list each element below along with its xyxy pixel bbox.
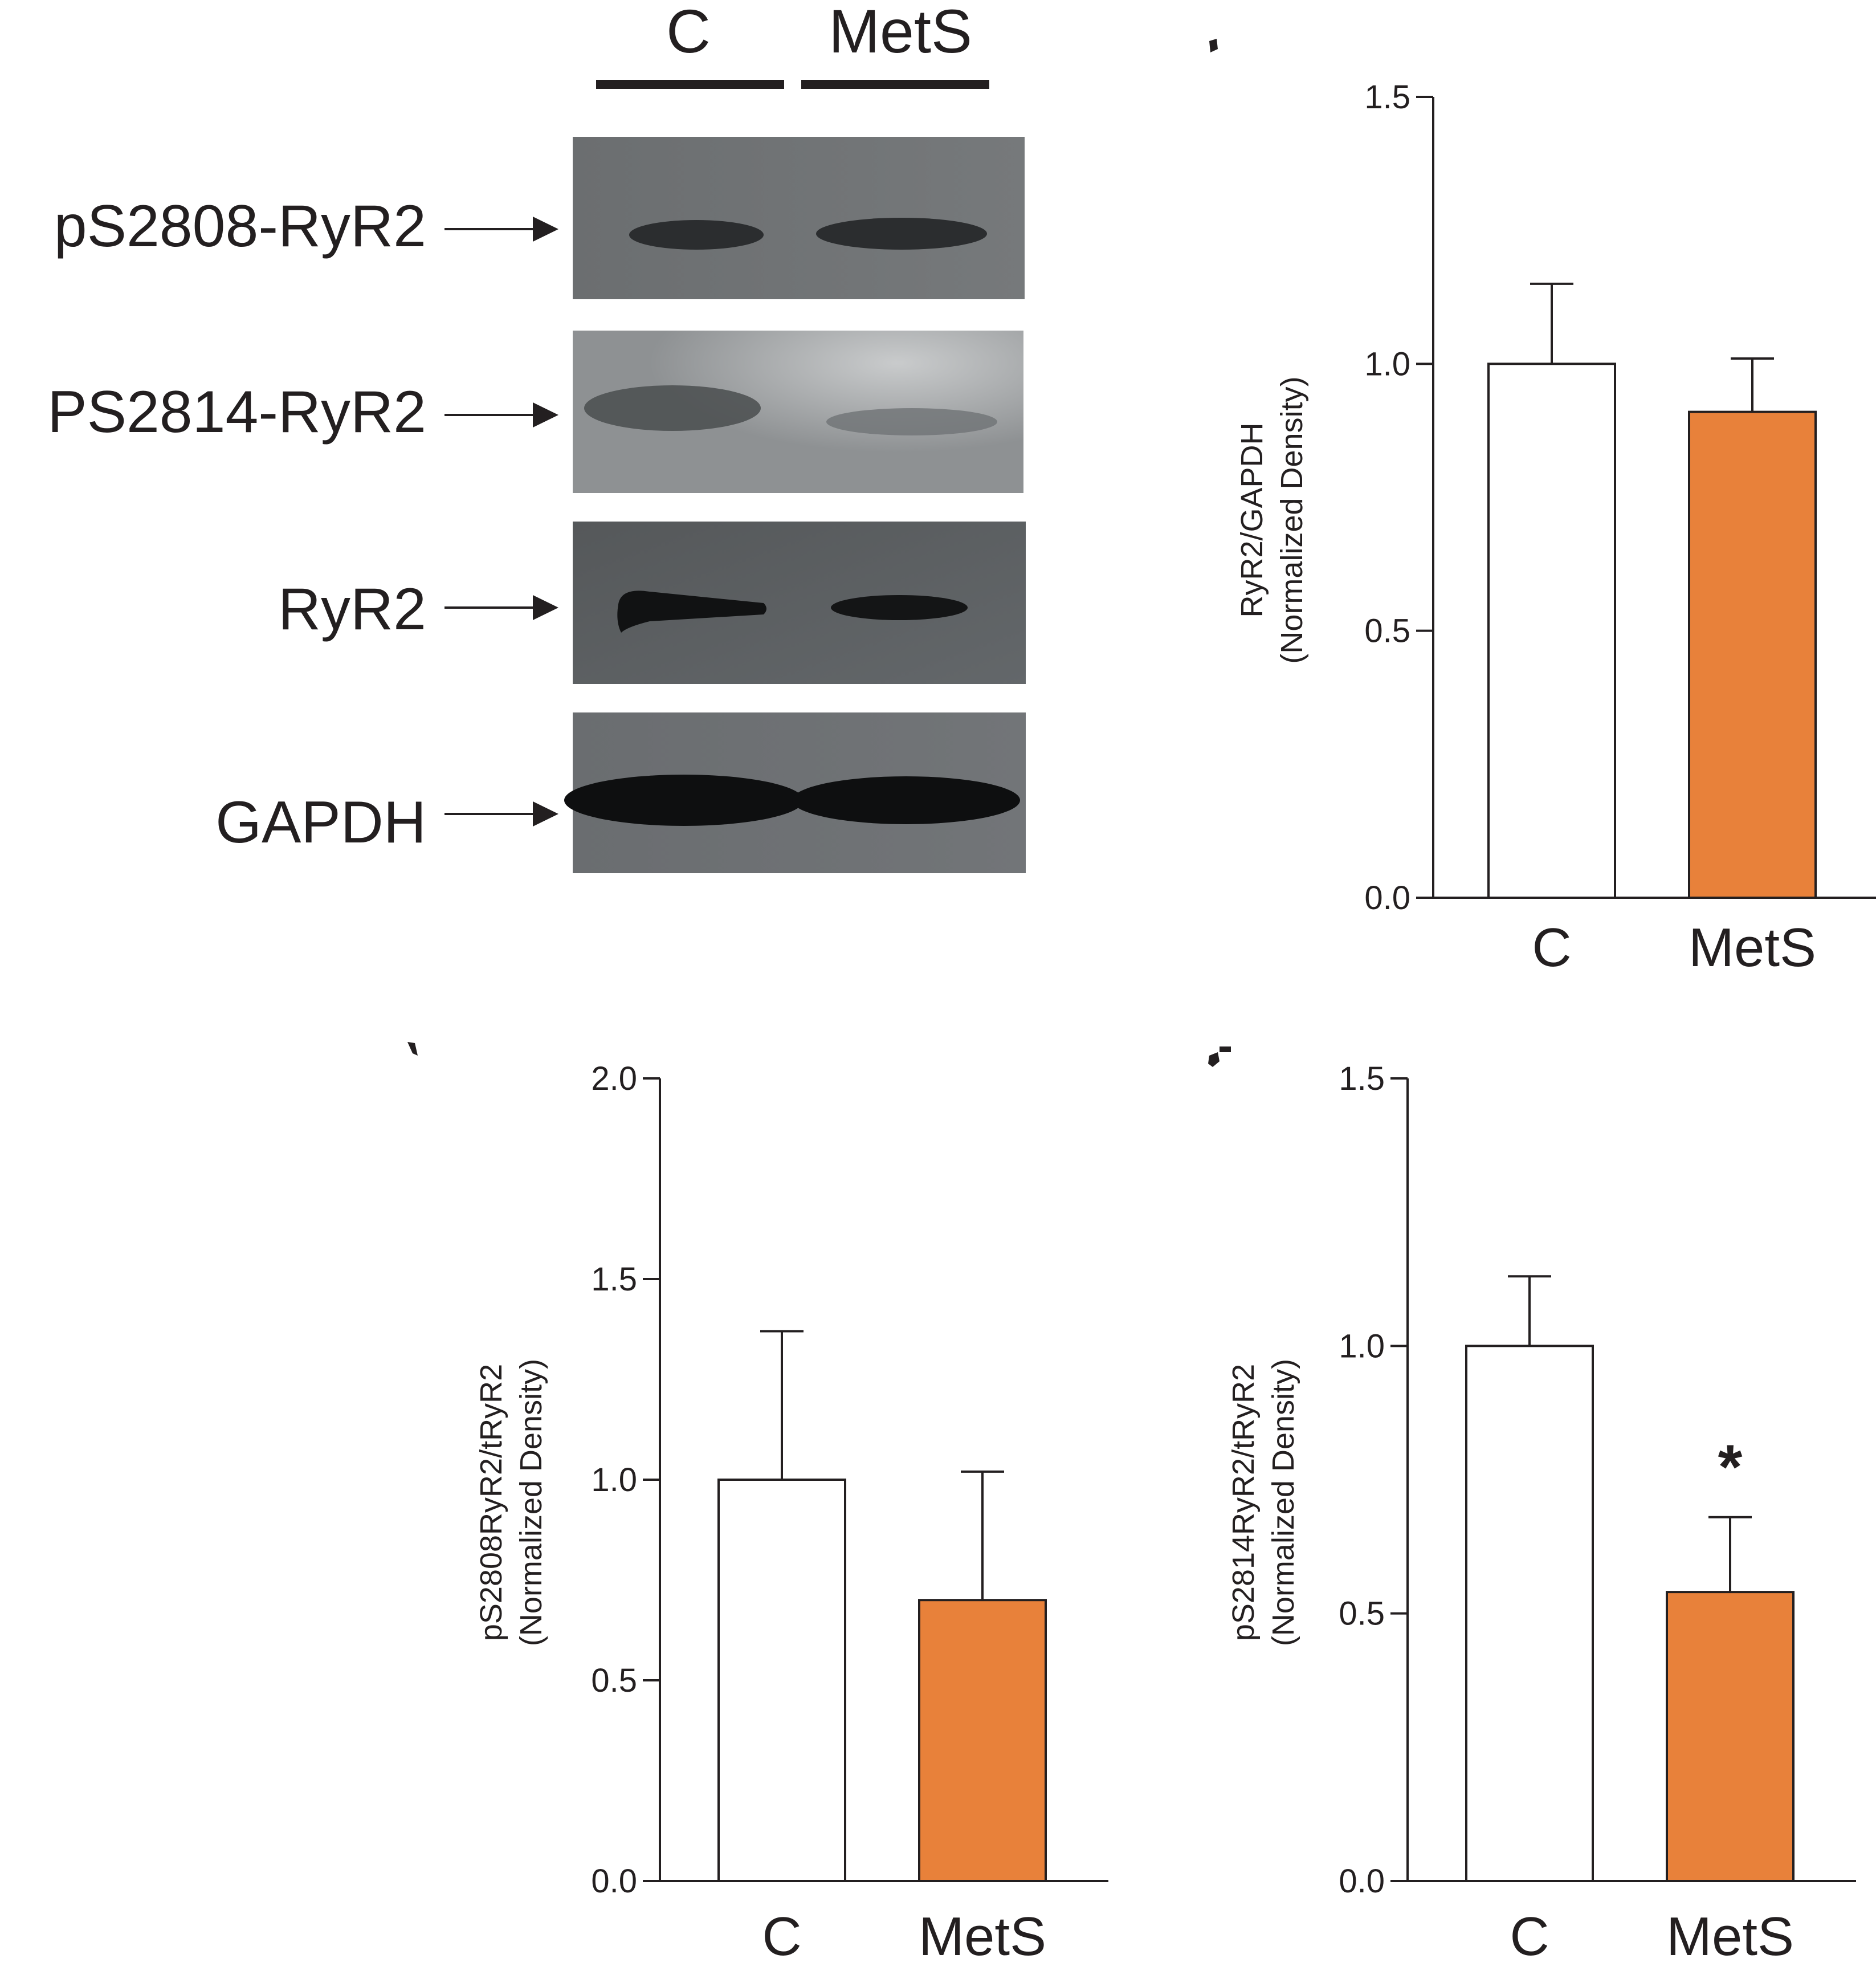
bar-mets	[1688, 410, 1817, 899]
lane-label-mets: MetS	[829, 0, 972, 66]
category-label: C	[1510, 1906, 1549, 1967]
lane-label-c: C	[666, 0, 711, 66]
blot-strip-ps2808	[573, 137, 1025, 299]
panel-mark	[1208, 1052, 1220, 1067]
y-axis-label: RyR2/GAPDH	[1235, 422, 1269, 617]
y-tick-label: 0.5	[591, 1662, 637, 1699]
y-axis-label: (Normalized Density)	[1266, 1359, 1300, 1646]
category-label: C	[1532, 917, 1571, 978]
blot-band-gapdh-c	[564, 775, 804, 826]
blot-row-label-gapdh: GAPDH	[215, 789, 426, 856]
bar-c	[1465, 1345, 1594, 1882]
panel-mark	[1209, 39, 1218, 52]
blot-band-ps2814-c	[584, 385, 761, 431]
y-axis-label: pS2808RyR2/tRyR2	[474, 1364, 508, 1641]
category-label: MetS	[1689, 917, 1816, 978]
category-label: C	[762, 1906, 801, 1967]
bar-mets	[1666, 1591, 1795, 1883]
y-axis-label: pS2814RyR2/tRyR2	[1226, 1364, 1261, 1641]
blot-band-ps2814-mets	[826, 408, 997, 435]
y-tick-label: 1.5	[1339, 1060, 1385, 1097]
category-label: MetS	[919, 1906, 1046, 1967]
lane-bar-c	[596, 80, 784, 89]
y-tick-label: 1.5	[1364, 79, 1410, 116]
bar-c	[1487, 363, 1616, 899]
arrow-icon	[444, 217, 558, 242]
chart-ps2814-ryr2: 0.0 0.5 1.0 1.5 pS2814RyR2/tRyR2 (Normalized …	[1226, 1060, 1856, 1967]
category-label: MetS	[1666, 1906, 1794, 1967]
blot-band-ryr2-c	[617, 591, 766, 633]
western-blot-figure: C MetS pS2808-RyR2 PS2814-RyR2 RyR2	[47, 0, 1026, 873]
y-tick-label: 0.0	[1339, 1863, 1385, 1900]
y-tick-label: 1.0	[1364, 345, 1410, 382]
bar-mets	[918, 1599, 1047, 1882]
significance-marker: *	[1718, 1432, 1743, 1502]
arrow-icon	[444, 595, 558, 620]
y-tick-label: 1.5	[591, 1261, 637, 1298]
panel-mark	[407, 1042, 418, 1056]
blot-band-ryr2-mets	[831, 595, 968, 620]
y-tick-label: 0.5	[1364, 613, 1410, 650]
y-tick-label: 0.5	[1339, 1595, 1385, 1632]
chart-ryr2-gapdh: 0.0 0.5 1.0 1.5 RyR2/GAPDH (Normalized Densit…	[1235, 79, 1876, 978]
blot-band-ps2808-c	[629, 220, 764, 250]
y-tick-label: 0.0	[591, 1863, 637, 1900]
y-tick-label: 2.0	[591, 1060, 637, 1097]
y-axis-label: (Normalized Density)	[514, 1359, 548, 1646]
chart-ps2808-ryr2: 0.0 0.5 1.0 1.5 2.0 pS2808RyR2/tRyR2 (Normaliz…	[474, 1060, 1108, 1967]
blot-row-label-ps2808: pS2808-RyR2	[54, 193, 426, 259]
panel-mark	[1220, 1046, 1231, 1052]
blot-band-gapdh-mets	[792, 776, 1020, 824]
western-blot-panel: C MetS pS2808-RyR2 PS2814-RyR2 RyR2	[0, 0, 1140, 912]
y-tick-label: 1.0	[591, 1461, 637, 1498]
arrow-icon	[444, 402, 558, 427]
lane-bar-mets	[801, 80, 989, 89]
y-axis-label: (Normalized Density)	[1275, 376, 1309, 663]
blot-row-label-ryr2: RyR2	[278, 576, 426, 642]
blot-row-label-ps2814: PS2814-RyR2	[47, 379, 426, 445]
y-tick-label: 0.0	[1364, 879, 1410, 917]
bar-c	[717, 1479, 846, 1882]
y-tick-label: 1.0	[1339, 1327, 1385, 1365]
arrow-icon	[444, 801, 558, 826]
blot-band-ps2808-mets	[816, 218, 987, 250]
